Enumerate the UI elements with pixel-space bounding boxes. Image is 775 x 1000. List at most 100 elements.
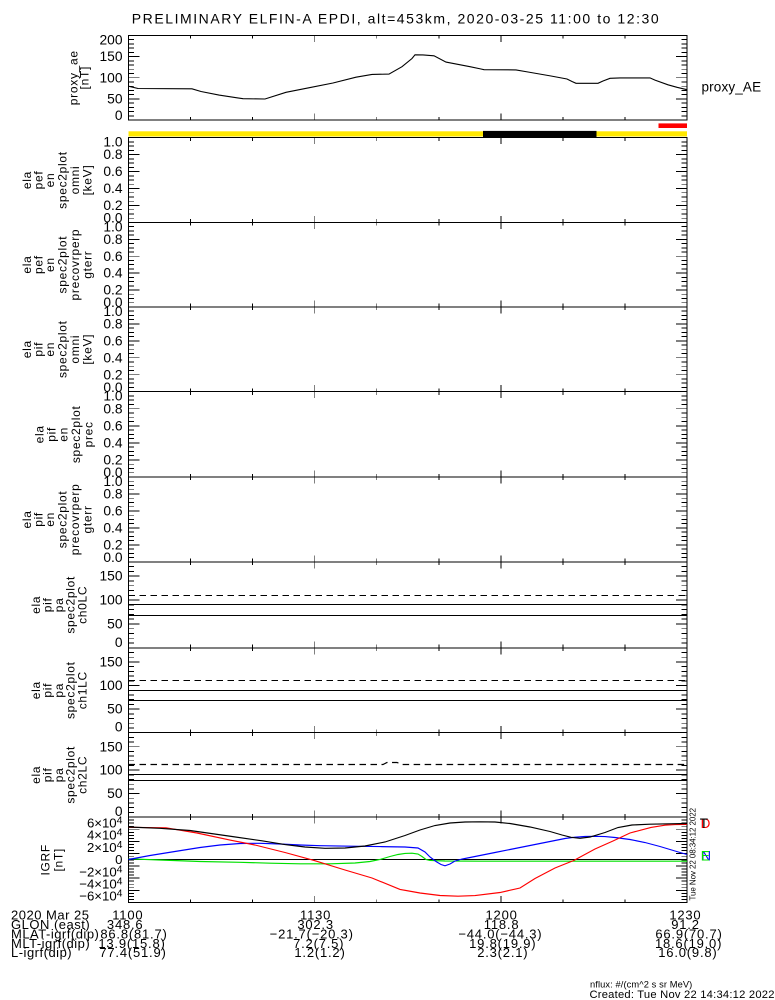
svg-text:6×104: 6×104 — [87, 814, 123, 830]
svg-text:Created: Tue Nov 22 14:34:12 2: Created: Tue Nov 22 14:34:12 2022 — [590, 989, 775, 1000]
svg-text:0.8: 0.8 — [103, 316, 123, 331]
svg-text:100: 100 — [99, 678, 122, 693]
svg-text:0.6: 0.6 — [103, 504, 123, 519]
svg-text:proxy_AE: proxy_AE — [702, 80, 762, 95]
svg-text:2020 Mar 25: 2020 Mar 25 — [11, 908, 90, 923]
svg-text:ela: ela — [20, 171, 34, 189]
svg-text:2×104: 2×104 — [87, 839, 123, 855]
svg-text:150: 150 — [99, 49, 122, 64]
svg-text:[keV]: [keV] — [81, 165, 95, 196]
svg-text:pif: pif — [32, 342, 46, 357]
svg-text:0.0: 0.0 — [103, 211, 123, 226]
svg-text:0.4: 0.4 — [103, 435, 123, 450]
svg-text:MLT-igrf(dip): MLT-igrf(dip) — [11, 936, 90, 951]
svg-text:302.3: 302.3 — [297, 917, 334, 932]
svg-text:0.8: 0.8 — [103, 401, 123, 416]
svg-text:D: D — [701, 816, 711, 831]
svg-text:50: 50 — [107, 91, 123, 106]
svg-text:ela: ela — [20, 256, 34, 274]
svg-text:0.2: 0.2 — [103, 198, 122, 213]
svg-text:0: 0 — [115, 720, 123, 735]
svg-text:PRELIMINARY ELFIN-A EPDI, alt=: PRELIMINARY ELFIN-A EPDI, alt=453km, 202… — [132, 11, 660, 27]
svg-text:50: 50 — [107, 702, 123, 717]
svg-text:−21.7(−20.3): −21.7(−20.3) — [270, 926, 354, 941]
svg-text:1.0: 1.0 — [103, 304, 123, 319]
svg-text:118.8: 118.8 — [484, 917, 520, 932]
svg-text:prec: prec — [82, 421, 96, 447]
svg-text:IGRF: IGRF — [39, 844, 53, 875]
svg-text:spec2plot: spec2plot — [64, 576, 78, 634]
svg-text:150: 150 — [99, 739, 122, 754]
svg-text:ch0LC: ch0LC — [76, 586, 90, 624]
svg-text:ch2LC: ch2LC — [76, 756, 90, 794]
svg-text:en: en — [43, 512, 57, 527]
svg-text:0.8: 0.8 — [103, 147, 123, 162]
svg-text:N: N — [701, 848, 711, 863]
svg-text:E: E — [701, 848, 710, 863]
svg-text:1.0: 1.0 — [103, 389, 123, 404]
svg-text:348.6: 348.6 — [107, 917, 144, 932]
svg-text:gterr: gterr — [81, 505, 95, 533]
svg-text:100: 100 — [99, 70, 122, 85]
svg-text:T: T — [700, 816, 708, 831]
svg-text:pif: pif — [41, 767, 55, 782]
svg-text:ela: ela — [29, 596, 43, 614]
svg-text:7.2(7.5): 7.2(7.5) — [293, 936, 344, 951]
svg-text:ch1LC: ch1LC — [76, 671, 90, 709]
svg-text:0.4: 0.4 — [103, 521, 123, 536]
svg-text:150: 150 — [99, 655, 122, 670]
svg-text:pef: pef — [32, 171, 46, 190]
svg-text:19.8(19.9): 19.8(19.9) — [469, 936, 536, 951]
svg-text:L-igrf(dip): L-igrf(dip) — [11, 945, 72, 960]
svg-text:en: en — [43, 257, 57, 272]
svg-text:0.2: 0.2 — [103, 367, 122, 382]
svg-text:pif: pif — [45, 427, 59, 442]
svg-text:Tue Nov 22 08:34:12 2022: Tue Nov 22 08:34:12 2022 — [688, 807, 697, 900]
svg-text:1100: 1100 — [112, 908, 143, 923]
svg-text:MLAT-igrf(dip): MLAT-igrf(dip) — [11, 926, 99, 941]
svg-text:0.0: 0.0 — [103, 295, 123, 310]
svg-text:precovrperp: precovrperp — [68, 484, 82, 556]
svg-text:spec2plot: spec2plot — [56, 320, 70, 378]
svg-text:0.4: 0.4 — [103, 181, 123, 196]
svg-text:1.0: 1.0 — [103, 474, 123, 489]
svg-text:pa: pa — [52, 767, 66, 782]
svg-text:1200: 1200 — [486, 908, 518, 923]
svg-text:0.8: 0.8 — [103, 232, 123, 247]
svg-text:0.2: 0.2 — [103, 453, 122, 468]
svg-text:pef: pef — [32, 255, 46, 274]
svg-text:en: en — [57, 427, 71, 442]
svg-text:0.4: 0.4 — [103, 350, 123, 365]
svg-text:−2×104: −2×104 — [79, 863, 122, 879]
svg-text:1.2(1.2): 1.2(1.2) — [294, 945, 345, 960]
svg-text:precovrperp: precovrperp — [68, 229, 82, 301]
svg-text:ela: ela — [20, 510, 34, 528]
svg-text:ela: ela — [29, 766, 43, 784]
svg-text:200: 200 — [99, 32, 122, 47]
svg-text:4×104: 4×104 — [87, 827, 123, 843]
svg-text:1130: 1130 — [300, 908, 331, 923]
svg-text:[keV]: [keV] — [81, 334, 95, 365]
svg-text:100: 100 — [99, 763, 122, 778]
svg-text:77.4(51.9): 77.4(51.9) — [99, 945, 166, 960]
svg-text:13.9(15.8): 13.9(15.8) — [98, 936, 165, 951]
svg-text:en: en — [43, 173, 57, 188]
svg-text:ela: ela — [33, 425, 47, 443]
svg-text:91.2: 91.2 — [671, 917, 700, 932]
svg-text:spec2plot: spec2plot — [56, 151, 70, 209]
svg-text:0.4: 0.4 — [103, 266, 123, 281]
svg-text:[nT]: [nT] — [52, 848, 66, 871]
svg-text:50: 50 — [107, 786, 123, 801]
svg-text:ela: ela — [20, 340, 34, 358]
svg-text:pif: pif — [41, 683, 55, 698]
svg-text:0: 0 — [115, 108, 123, 123]
svg-text:0.2: 0.2 — [103, 537, 122, 552]
svg-text:2.3(2.1): 2.3(2.1) — [477, 945, 528, 960]
svg-text:pif: pif — [41, 597, 55, 612]
svg-text:1230: 1230 — [669, 908, 701, 923]
svg-text:pif: pif — [32, 512, 46, 527]
svg-text:omni: omni — [68, 166, 82, 195]
svg-text:[nT]: [nT] — [78, 66, 92, 89]
svg-text:spec2plot: spec2plot — [56, 236, 70, 294]
svg-text:0.6: 0.6 — [103, 333, 123, 348]
